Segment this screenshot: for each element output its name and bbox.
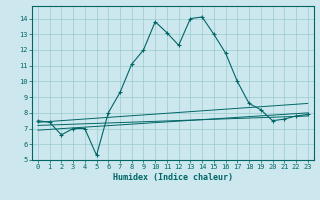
X-axis label: Humidex (Indice chaleur): Humidex (Indice chaleur) xyxy=(113,173,233,182)
